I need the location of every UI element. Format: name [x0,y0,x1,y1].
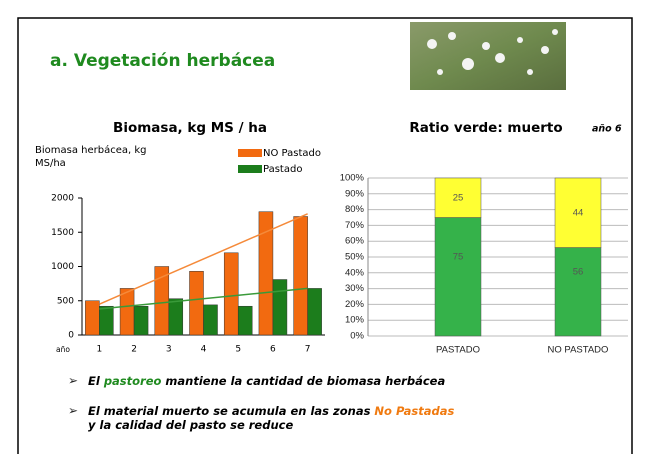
data-label: 75 [453,251,464,262]
bar [169,299,183,335]
bar [190,271,204,335]
y-tick-label: 50% [345,252,365,263]
x-axis-label: año [56,345,70,354]
y-tick-label: 100% [340,173,365,184]
bullet-text: El material muerto se acumula en las zon… [88,404,454,418]
slide: a. Vegetación herbácea Biomasa, kg MS / … [0,0,648,454]
x-tick-label: NO PASTADO [548,345,609,356]
y-tick-label: 10% [345,315,365,326]
y-tick-label: 20% [345,299,365,310]
y-tick-label: 60% [345,236,365,247]
bar-segment [555,248,601,336]
heading: a. Vegetación herbácea [50,51,275,71]
bullet-text: El pastoreo mantiene la cantidad de biom… [88,374,445,388]
bullet-marker: ➢ [68,374,78,388]
bar [120,288,134,335]
chart-title: Ratio verde: muerto [409,120,562,136]
y-tick-label: 90% [345,188,365,199]
data-label: 56 [573,266,584,277]
x-tick-label: 6 [270,345,276,355]
y-tick-label: 30% [345,283,365,294]
bar [85,301,99,335]
bar [224,253,238,335]
bar-segment [435,218,481,337]
legend-swatch [238,165,262,173]
bar [308,288,322,335]
bullet-text: y la calidad del pasto se reduce [88,418,293,432]
bar [134,306,148,335]
x-tick-label: PASTADO [436,345,480,356]
bar [273,280,287,335]
bullet-segment: No Pastadas [374,404,454,418]
y-axis-label: Biomasa herbácea, kg MS/ha [35,144,147,169]
chart-annotation: año 6 [592,124,622,135]
bar [204,305,218,335]
bullet-segment: pastoreo [103,374,162,388]
x-tick-label: 5 [235,345,241,355]
x-tick-label: 4 [201,345,207,355]
x-tick-label: 3 [166,345,172,355]
y-tick-label: 500 [57,296,74,306]
bar [99,306,113,335]
x-tick-label: 7 [305,345,311,355]
legend-label: Pastado [263,164,302,175]
x-tick-label: 2 [131,345,137,355]
bullet-marker: ➢ [68,404,78,418]
y-tick-label: 70% [345,220,365,231]
legend-swatch [238,149,262,157]
legend-label: NO Pastado [263,148,321,159]
y-tick-label: 0 [68,331,74,341]
y-tick-label: 1500 [51,228,74,238]
chart-title: Biomasa, kg MS / ha [113,120,267,136]
y-tick-label: 40% [345,267,365,278]
y-axis-label-line: Biomasa herbácea, kg [35,144,147,156]
bullet-segment: El [88,374,104,388]
bullet-segment: y la calidad del pasto se reduce [88,418,293,432]
bar [294,216,308,335]
bar [238,306,252,335]
data-label: 44 [573,207,584,218]
bullet-segment: El material muerto se acumula en las zon… [88,404,374,418]
y-axis-label-line: MS/ha [35,158,66,169]
y-tick-label: 2000 [51,194,74,204]
photo [410,22,566,90]
y-tick-label: 80% [345,204,365,215]
y-tick-label: 0% [350,331,364,342]
data-label: 25 [453,192,464,203]
x-tick-label: 1 [96,345,102,355]
y-tick-label: 1000 [51,262,74,272]
bullet-segment: mantiene la cantidad de biomasa herbácea [161,374,445,388]
